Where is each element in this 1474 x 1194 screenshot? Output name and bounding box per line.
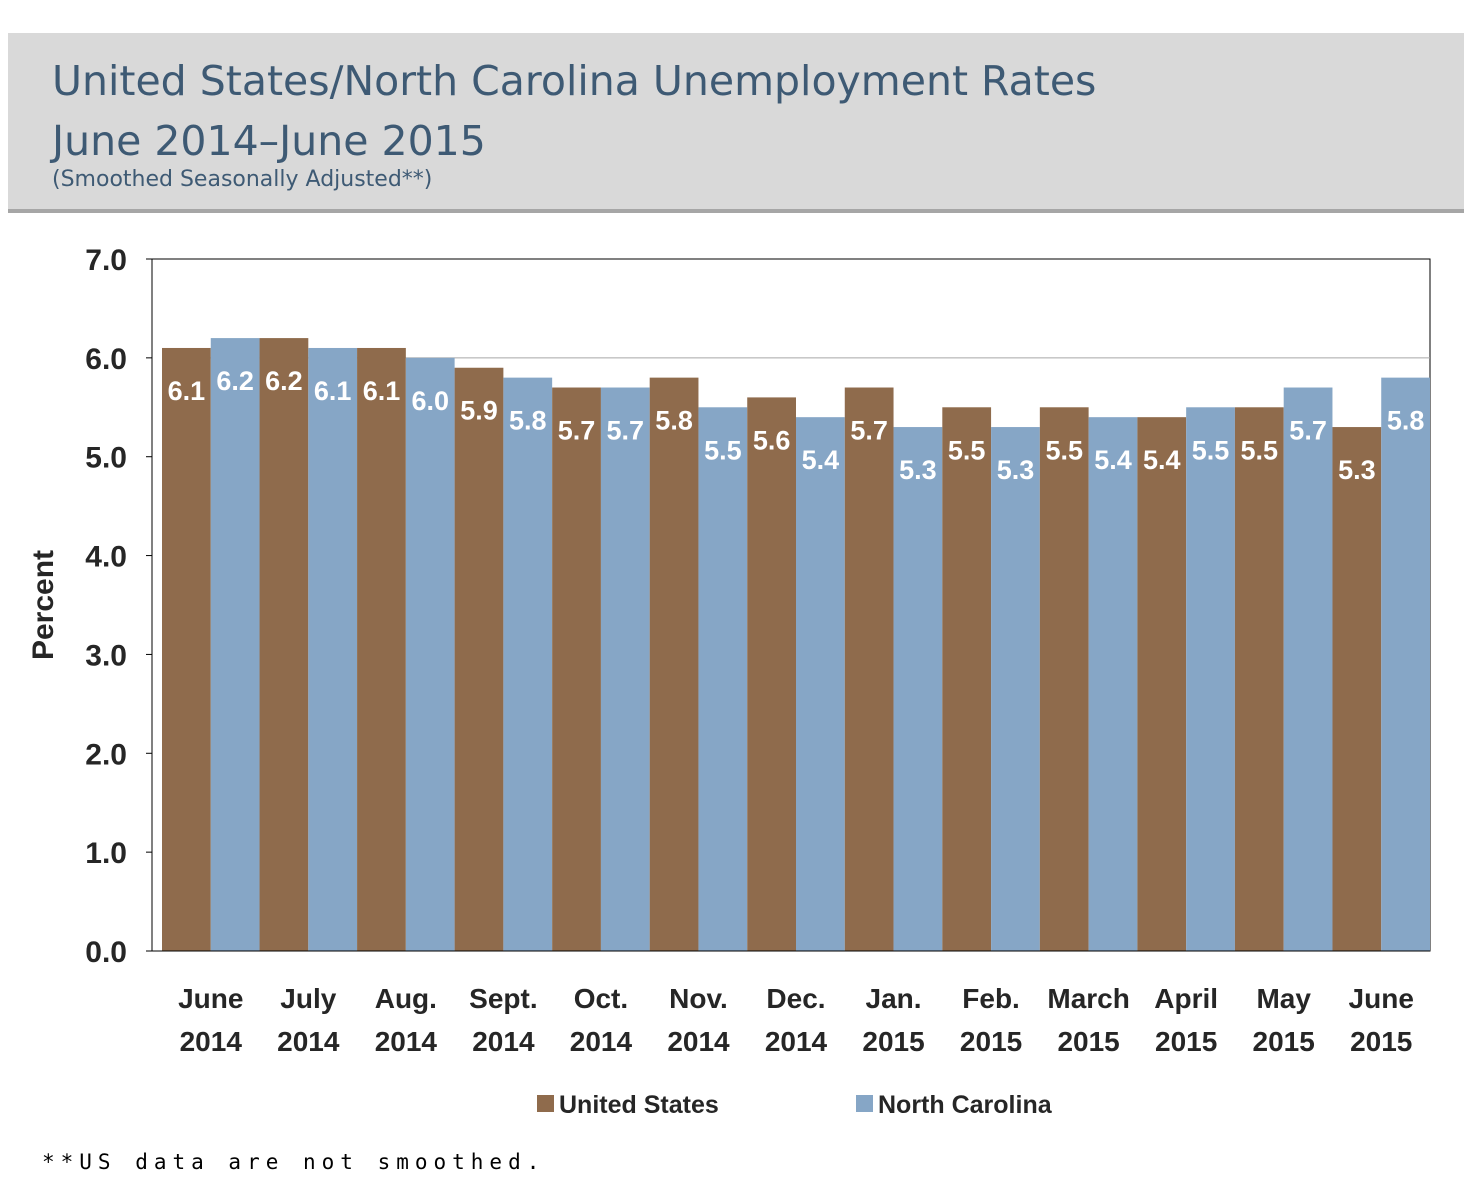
x-tick-label-year: 2014 [570,1026,633,1057]
bar-north-carolina-4 [600,387,650,951]
x-tick-label-year: 2014 [180,1026,243,1057]
data-label: 5.5 [704,435,742,465]
x-tick-label-month: Aug. [375,983,437,1014]
data-label: 5.4 [802,445,840,475]
legend-swatch-north-carolina [856,1095,873,1112]
x-tick-label-year: 2014 [472,1026,535,1057]
data-label: 5.8 [1387,406,1425,436]
x-tick-label-month: June [1349,983,1414,1014]
data-label: 5.9 [460,396,498,426]
x-tick-label-year: 2014 [375,1026,438,1057]
bar-united-states-9 [1039,407,1089,951]
x-tick-label-month: Nov. [669,983,728,1014]
data-label: 5.7 [1289,416,1327,446]
x-tick-label-year: 2015 [1155,1026,1217,1057]
footnote: **US data are not smoothed. [42,1150,546,1174]
x-tick-label-month: July [280,983,336,1014]
chart-subtitle: (Smoothed Seasonally Adjusted**) [52,167,433,192]
bar-north-carolina-3 [503,377,553,952]
x-tick-label-month: Oct. [574,983,628,1014]
x-tick-label-year: 2015 [1057,1026,1119,1057]
bar-north-carolina-12 [1381,377,1430,952]
data-label: 5.5 [948,435,986,465]
data-label: 5.7 [558,416,596,446]
y-axis-label: Percent [27,550,60,660]
bar-united-states-7 [844,387,894,951]
bar-north-carolina-5 [698,407,748,951]
y-tick-label: 1.0 [85,837,127,870]
bar-north-carolina-11 [1283,387,1333,951]
y-tick-label: 2.0 [85,738,127,771]
data-label: 5.3 [997,455,1035,485]
data-label: 6.1 [168,376,206,406]
data-label: 5.8 [655,406,693,436]
y-tick-label: 3.0 [85,639,127,672]
title-line-1: United States/North Carolina Unemploymen… [52,57,1097,105]
x-tick-label-month: June [178,983,243,1014]
data-label: 6.1 [363,376,401,406]
data-label: 6.0 [411,386,449,416]
bar-united-states-6 [747,397,796,951]
bar-north-carolina-7 [893,427,943,951]
bar-united-states-11 [1234,407,1284,951]
x-tick-label-month: April [1154,983,1218,1014]
data-label: 5.3 [899,455,937,485]
x-tick-label-year: 2015 [960,1026,1022,1057]
x-tick-label-month: May [1256,983,1311,1014]
bar-north-carolina-1 [308,347,358,951]
bar-united-states-5 [649,377,699,952]
bar-united-states-2 [357,347,406,951]
legend-swatch-united-states [537,1095,554,1112]
bar-north-carolina-10 [1186,407,1235,951]
x-tick-label-year: 2015 [1350,1026,1412,1057]
bar-united-states-12 [1332,427,1382,951]
y-tick-label: 7.0 [85,244,127,277]
y-tick-label: 4.0 [85,541,127,574]
bar-north-carolina-6 [796,417,845,952]
data-label: 5.8 [509,406,547,436]
data-label: 5.5 [1045,435,1083,465]
bar-north-carolina-2 [405,357,455,951]
data-label: 5.7 [850,416,888,446]
title-line-2: June 2014–June 2015 [52,117,486,165]
data-label: 5.4 [1143,445,1181,475]
bar-united-states-3 [454,367,504,951]
data-label: 5.3 [1338,455,1376,485]
x-tick-label-year: 2015 [1253,1026,1315,1057]
y-tick-label: 5.0 [85,442,127,475]
bar-north-carolina-9 [1088,417,1138,952]
data-label: 5.7 [607,416,645,446]
chart-title: United States/North Carolina Unemploymen… [52,51,1096,171]
legend-label-united-states: United States [559,1091,719,1119]
data-label: 5.6 [753,425,791,455]
bar-united-states-8 [942,407,992,951]
bar-united-states-10 [1137,417,1187,952]
x-tick-label-year: 2014 [277,1026,340,1057]
data-label: 6.2 [265,366,303,396]
x-tick-label-month: Dec. [766,983,825,1014]
y-tick-label: 6.0 [85,343,127,376]
bar-united-states-1 [259,338,309,952]
x-tick-label-month: Sept. [469,983,537,1014]
bar-united-states-0 [162,347,211,951]
x-tick-label-year: 2014 [765,1026,828,1057]
x-tick-label-month: March [1047,983,1129,1014]
data-label: 5.5 [1192,435,1230,465]
x-tick-label-month: Feb. [962,983,1020,1014]
bar-north-carolina-8 [991,427,1040,951]
data-label: 6.2 [216,366,254,396]
data-label: 5.4 [1094,445,1132,475]
bar-united-states-4 [552,387,601,951]
legend-label-north-carolina: North Carolina [878,1091,1053,1119]
x-tick-label-year: 2014 [667,1026,730,1057]
x-tick-label-year: 2015 [862,1026,924,1057]
y-tick-label: 0.0 [85,936,127,969]
bar-north-carolina-0 [210,338,260,952]
chart-header: United States/North Carolina Unemploymen… [8,33,1464,213]
data-label: 6.1 [314,376,352,406]
x-tick-label-month: Jan. [866,983,922,1014]
data-label: 5.5 [1241,435,1279,465]
